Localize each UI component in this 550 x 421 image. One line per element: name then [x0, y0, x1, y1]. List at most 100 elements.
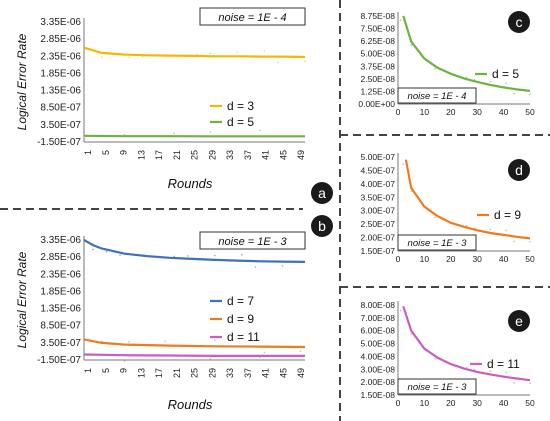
- x-tick-label: 13: [136, 150, 146, 160]
- x-axis-title: Rounds: [168, 176, 213, 191]
- y-tick-label: 2.85E-06: [40, 34, 81, 45]
- data-point: [299, 350, 302, 353]
- x-tick-label: 33: [225, 368, 235, 378]
- y-tick-label: 3.35E-06: [40, 235, 81, 246]
- data-point: [410, 333, 413, 335]
- data-point: [209, 131, 212, 133]
- y-tick-label: 1.35E-06: [40, 304, 81, 315]
- legend-label: d = 5: [227, 115, 254, 129]
- data-point: [513, 382, 515, 384]
- x-tick-label: 0: [396, 107, 401, 117]
- legend-label: d = 3: [227, 99, 254, 113]
- x-tick-label: 20: [446, 254, 456, 264]
- data-point: [465, 76, 468, 79]
- y-tick-label: 3.35E-06: [40, 17, 81, 28]
- data-point: [505, 371, 508, 374]
- legend-label: d = 11: [227, 330, 260, 344]
- data-point: [164, 340, 166, 343]
- data-point: [434, 216, 436, 219]
- x-tick-label: 9: [119, 150, 129, 155]
- x-tick-label: 30: [472, 398, 482, 408]
- y-tick-label: 0.00E+00: [358, 99, 395, 109]
- y-tick-label: 3.50E-07: [361, 192, 396, 202]
- x-tick-label: 50: [525, 398, 535, 408]
- data-point: [277, 61, 279, 64]
- y-tick-label: 8.50E-07: [40, 103, 81, 114]
- data-point: [141, 55, 144, 58]
- x-tick-label: 29: [207, 150, 217, 160]
- data-point: [209, 357, 212, 360]
- series-line-d11: [402, 305, 531, 382]
- x-tick-label: 45: [278, 150, 288, 160]
- data-point: [465, 224, 468, 227]
- legend-label: d = 11: [487, 357, 520, 371]
- x-tick-label: 30: [472, 107, 482, 117]
- y-tick-label: 6.00E-08: [361, 326, 396, 336]
- x-tick-label: 13: [136, 368, 146, 378]
- data-point: [281, 265, 284, 267]
- data-point: [259, 129, 261, 132]
- legend-label: d = 5: [492, 67, 519, 81]
- panel-a: 3.35E-06 2.85E-06 2.35E-06 1.85E-06 1.35E-06…: [15, 7, 333, 204]
- x-tick-label: 30: [472, 254, 482, 264]
- x-tick-label: 21: [172, 368, 182, 378]
- y-tick-label: 5.00E-07: [361, 152, 396, 162]
- x-tick-label: 5: [101, 368, 111, 373]
- x-tick-label: 40: [499, 398, 509, 408]
- panel-c: 8.75E-08 7.50E-08 6.25E-08 5.00E-08 3.75E-08…: [358, 11, 535, 117]
- x-tick-label: 10: [420, 107, 430, 117]
- x-tick-label: 1: [83, 368, 93, 373]
- data-point: [173, 255, 176, 258]
- y-tick-label: 3.00E-08: [361, 364, 396, 374]
- data-point: [410, 44, 413, 46]
- y-tick-label: 2.00E-07: [361, 233, 396, 243]
- y-tick-label: 1.35E-06: [40, 86, 81, 97]
- y-tick-label: 4.50E-07: [361, 165, 396, 175]
- x-tick-label: 9: [119, 368, 129, 373]
- series-line-d5: [83, 134, 305, 138]
- series-line-d3: [83, 46, 306, 59]
- y-axis-title: Logical Error Rate: [15, 33, 29, 130]
- noise-label: noise = 1E - 3: [408, 382, 468, 393]
- data-point: [213, 339, 216, 342]
- y-tick-label: 7.50E-08: [361, 24, 396, 34]
- data-point: [128, 340, 130, 343]
- y-tick-label: 2.35E-06: [40, 51, 81, 62]
- x-tick-label: 40: [499, 107, 509, 117]
- noise-label-box: [397, 234, 477, 251]
- x-tick-label: 10: [420, 254, 430, 264]
- data-point: [489, 80, 492, 83]
- x-tick-label: 41: [261, 150, 271, 160]
- x-tick-label: 17: [154, 150, 164, 160]
- data-point: [465, 366, 468, 369]
- x-tick-label: 17: [154, 368, 164, 378]
- y-tick-label: 8.75E-08: [361, 11, 396, 21]
- y-tick-label: 6.25E-08: [361, 36, 396, 46]
- x-tick-label: 29: [207, 368, 217, 378]
- panel-badge-label: e: [515, 313, 523, 329]
- data-point: [123, 360, 126, 362]
- series-line-d7: [83, 239, 306, 263]
- data-point: [92, 248, 94, 251]
- y-tick-label: -1.50E-07: [37, 137, 81, 148]
- y-tick-label: 7.00E-08: [361, 313, 396, 323]
- x-tick-label: 25: [190, 368, 200, 378]
- data-point: [399, 309, 402, 312]
- y-tick-label: 2.50E-08: [361, 74, 396, 84]
- data-point: [513, 92, 515, 95]
- panel-badge: [508, 159, 530, 181]
- y-tick-label: -1.50E-07: [37, 355, 81, 366]
- x-tick-label: 37: [243, 368, 253, 378]
- panel-badge-label: a: [318, 185, 326, 201]
- panel-badge: [508, 310, 530, 332]
- y-tick-label: 4.00E-08: [361, 351, 396, 361]
- x-tick-label: 20: [446, 398, 456, 408]
- x-tick-label: 50: [525, 107, 535, 117]
- data-point: [402, 163, 405, 165]
- x-tick-label: 33: [225, 150, 235, 160]
- x-tick-label: 1: [83, 150, 93, 155]
- noise-label: noise = 1E - 4: [218, 12, 286, 24]
- y-tick-label: 3.75E-08: [361, 61, 396, 71]
- y-tick-label: 1.85E-06: [40, 68, 81, 79]
